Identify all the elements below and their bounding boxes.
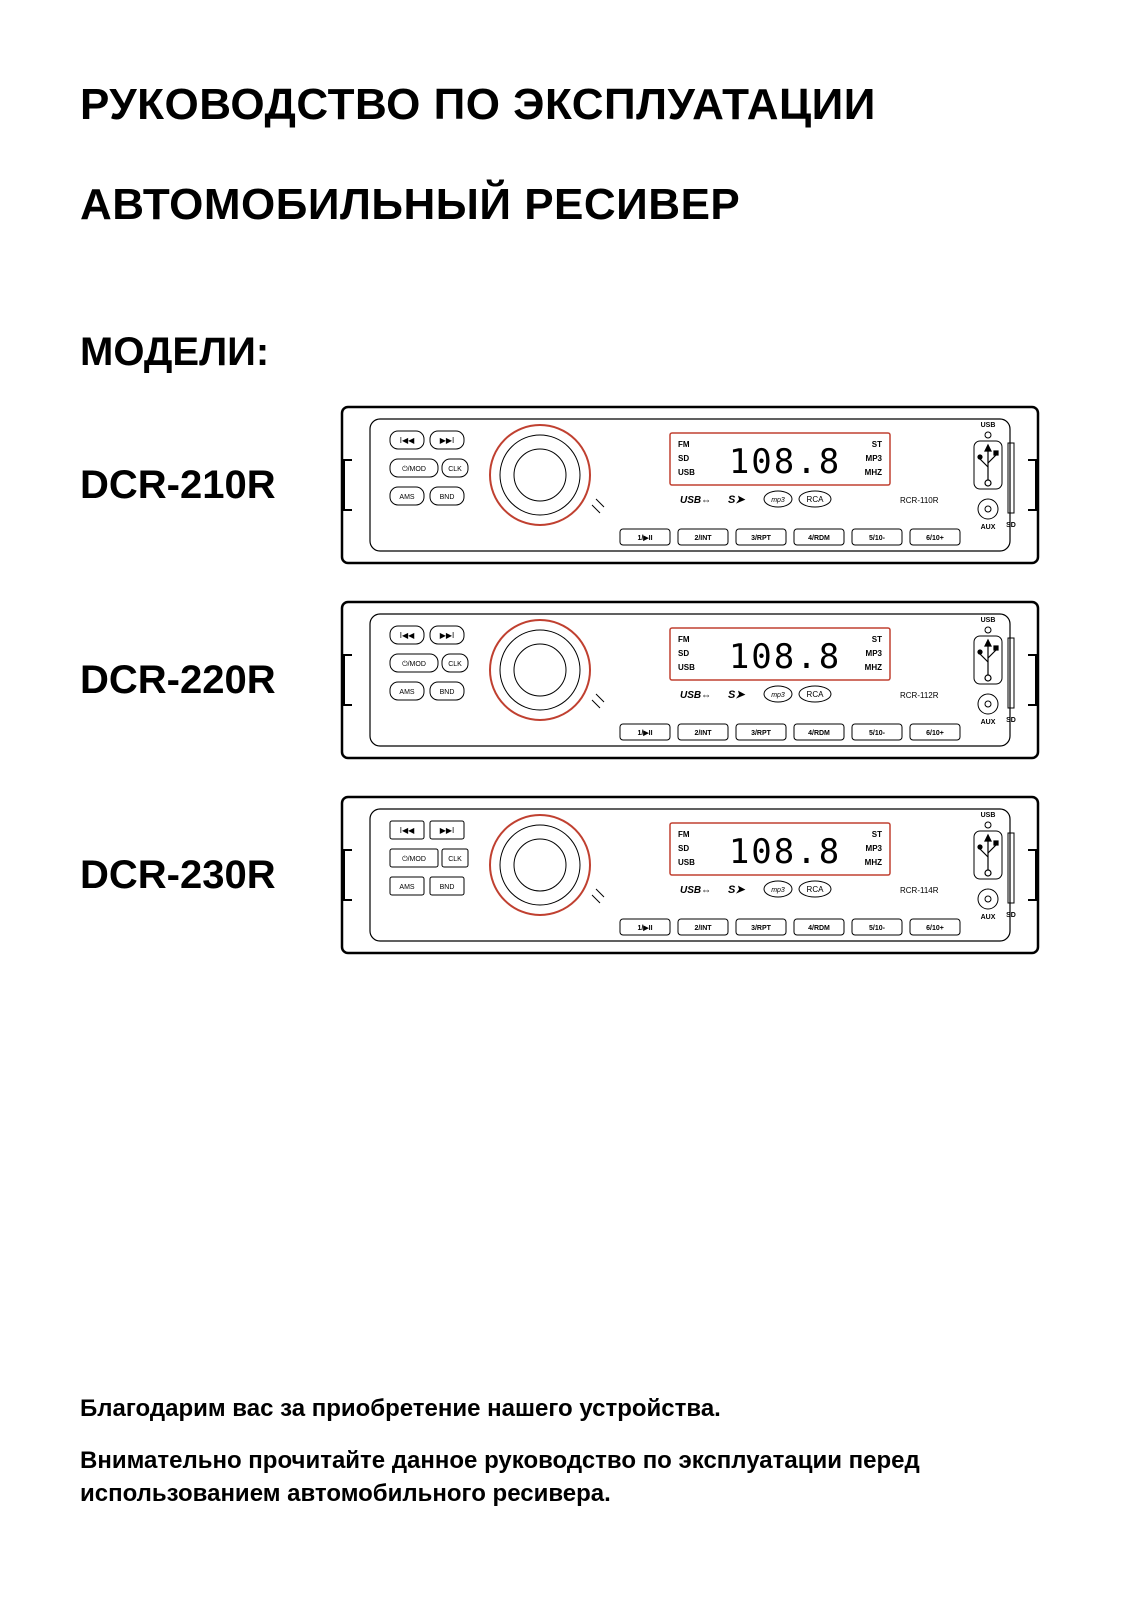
svg-text:4/RDM: 4/RDM xyxy=(808,925,830,932)
svg-text:108.8: 108.8 xyxy=(729,637,841,677)
svg-text:3/RPT: 3/RPT xyxy=(751,535,772,542)
svg-text:USB⇔: USB⇔ xyxy=(680,690,711,701)
svg-text:1/▶II: 1/▶II xyxy=(637,730,652,737)
receiver-diagram: I◀◀ ▶▶I ⏻/MOD CLK AMS BND FM SD USB ST MP3 MHZ 108.8… xyxy=(340,795,1040,955)
svg-text:AUX: AUX xyxy=(981,914,996,921)
svg-text:USB: USB xyxy=(981,812,996,819)
svg-text:BND: BND xyxy=(440,494,455,501)
svg-text:I◀◀: I◀◀ xyxy=(400,826,415,835)
svg-text:S᠌➤: S᠌➤ xyxy=(728,494,746,506)
svg-text:MP3: MP3 xyxy=(866,454,883,463)
svg-text:RCR-114R: RCR-114R xyxy=(900,886,939,895)
svg-text:5/10-: 5/10- xyxy=(869,535,886,542)
svg-text:USB: USB xyxy=(678,858,695,867)
model-label: DCR-220R xyxy=(80,658,340,703)
svg-text:108.8: 108.8 xyxy=(729,442,841,482)
receiver-diagram: I◀◀ ▶▶I ⏻/MOD CLK AMS BND FM SD USB ST MP3 MHZ 108.8… xyxy=(340,405,1040,565)
svg-text:4/RDM: 4/RDM xyxy=(808,730,830,737)
svg-text:USB: USB xyxy=(678,468,695,477)
model-row: DCR-220R I◀◀ ▶▶I ⏻/MOD CLK AMS BND FM SD USB ST MP… xyxy=(80,600,1058,760)
svg-text:S᠌➤: S᠌➤ xyxy=(728,689,746,701)
receiver-diagram: I◀◀ ▶▶I ⏻/MOD CLK AMS BND FM SD USB ST MP3 MHZ 108.8… xyxy=(340,600,1040,760)
svg-text:RCA: RCA xyxy=(807,885,825,894)
svg-text:⏻/MOD: ⏻/MOD xyxy=(402,660,426,668)
svg-text:mp3: mp3 xyxy=(771,692,785,699)
svg-text:6/10+: 6/10+ xyxy=(926,730,944,737)
svg-text:AMS: AMS xyxy=(399,494,415,501)
svg-text:MHZ: MHZ xyxy=(865,663,882,672)
model-row: DCR-210R I◀◀ ▶▶I ⏻/MOD CLK AMS BND FM SD USB ST MP… xyxy=(80,405,1058,565)
svg-text:6/10+: 6/10+ xyxy=(926,925,944,932)
svg-text:2/INT: 2/INT xyxy=(694,535,712,542)
svg-text:USB: USB xyxy=(981,422,996,429)
svg-text:S᠌➤: S᠌➤ xyxy=(728,884,746,896)
svg-text:MP3: MP3 xyxy=(866,844,883,853)
svg-text:CLK: CLK xyxy=(448,661,462,668)
thanks-text: Благодарим вас за приобретение нашего ус… xyxy=(80,1393,1058,1425)
svg-text:mp3: mp3 xyxy=(771,497,785,504)
svg-text:AUX: AUX xyxy=(981,719,996,726)
svg-text:MHZ: MHZ xyxy=(865,468,882,477)
svg-text:USB⇔: USB⇔ xyxy=(680,495,711,506)
svg-text:3/RPT: 3/RPT xyxy=(751,730,772,737)
svg-text:CLK: CLK xyxy=(448,856,462,863)
svg-text:⏻/MOD: ⏻/MOD xyxy=(402,855,426,863)
svg-text:1/▶II: 1/▶II xyxy=(637,925,652,932)
svg-text:AUX: AUX xyxy=(981,524,996,531)
svg-text:108.8: 108.8 xyxy=(729,832,841,872)
svg-text:5/10-: 5/10- xyxy=(869,925,886,932)
svg-text:2/INT: 2/INT xyxy=(694,925,712,932)
svg-text:▶▶I: ▶▶I xyxy=(440,826,455,835)
svg-text:USB: USB xyxy=(678,663,695,672)
svg-text:BND: BND xyxy=(440,689,455,696)
svg-text:CLK: CLK xyxy=(448,466,462,473)
model-label: DCR-230R xyxy=(80,853,340,898)
svg-text:FM: FM xyxy=(678,830,690,839)
svg-text:RCR-110R: RCR-110R xyxy=(900,496,939,505)
svg-text:USB: USB xyxy=(981,617,996,624)
svg-text:USB⇔: USB⇔ xyxy=(680,885,711,896)
svg-text:MHZ: MHZ xyxy=(865,858,882,867)
svg-text:SD: SD xyxy=(1006,522,1016,529)
svg-text:AMS: AMS xyxy=(399,884,415,891)
svg-text:RCA: RCA xyxy=(807,495,825,504)
svg-text:RCR-112R: RCR-112R xyxy=(900,691,939,700)
model-row: DCR-230R I◀◀ ▶▶I ⏻/MOD CLK AMS BND FM SD USB ST MP… xyxy=(80,795,1058,955)
instruction-text: Внимательно прочитайте данное руководств… xyxy=(80,1445,1058,1510)
svg-text:6/10+: 6/10+ xyxy=(926,535,944,542)
svg-text:ST: ST xyxy=(872,830,882,839)
svg-text:MP3: MP3 xyxy=(866,649,883,658)
svg-text:5/10-: 5/10- xyxy=(869,730,886,737)
model-label: DCR-210R xyxy=(80,463,340,508)
svg-text:ST: ST xyxy=(872,635,882,644)
svg-text:FM: FM xyxy=(678,635,690,644)
svg-text:ST: ST xyxy=(872,440,882,449)
svg-text:2/INT: 2/INT xyxy=(694,730,712,737)
svg-text:SD: SD xyxy=(678,454,689,463)
svg-text:▶▶I: ▶▶I xyxy=(440,631,455,640)
svg-text:SD: SD xyxy=(1006,912,1016,919)
svg-text:1/▶II: 1/▶II xyxy=(637,535,652,542)
svg-text:SD: SD xyxy=(678,649,689,658)
svg-text:mp3: mp3 xyxy=(771,887,785,894)
models-heading: МОДЕЛИ: xyxy=(80,330,1058,375)
svg-text:I◀◀: I◀◀ xyxy=(400,631,415,640)
svg-text:I◀◀: I◀◀ xyxy=(400,436,415,445)
svg-text:▶▶I: ▶▶I xyxy=(440,436,455,445)
svg-text:3/RPT: 3/RPT xyxy=(751,925,772,932)
svg-text:FM: FM xyxy=(678,440,690,449)
svg-text:4/RDM: 4/RDM xyxy=(808,535,830,542)
svg-text:AMS: AMS xyxy=(399,689,415,696)
manual-title: РУКОВОДСТВО ПО ЭКСПЛУАТАЦИИ xyxy=(80,80,1058,130)
svg-text:SD: SD xyxy=(678,844,689,853)
svg-text:SD: SD xyxy=(1006,717,1016,724)
svg-text:BND: BND xyxy=(440,884,455,891)
svg-text:⏻/MOD: ⏻/MOD xyxy=(402,465,426,473)
svg-text:RCA: RCA xyxy=(807,690,825,699)
product-type: АВТОМОБИЛЬНЫЙ РЕСИВЕР xyxy=(80,180,1058,230)
